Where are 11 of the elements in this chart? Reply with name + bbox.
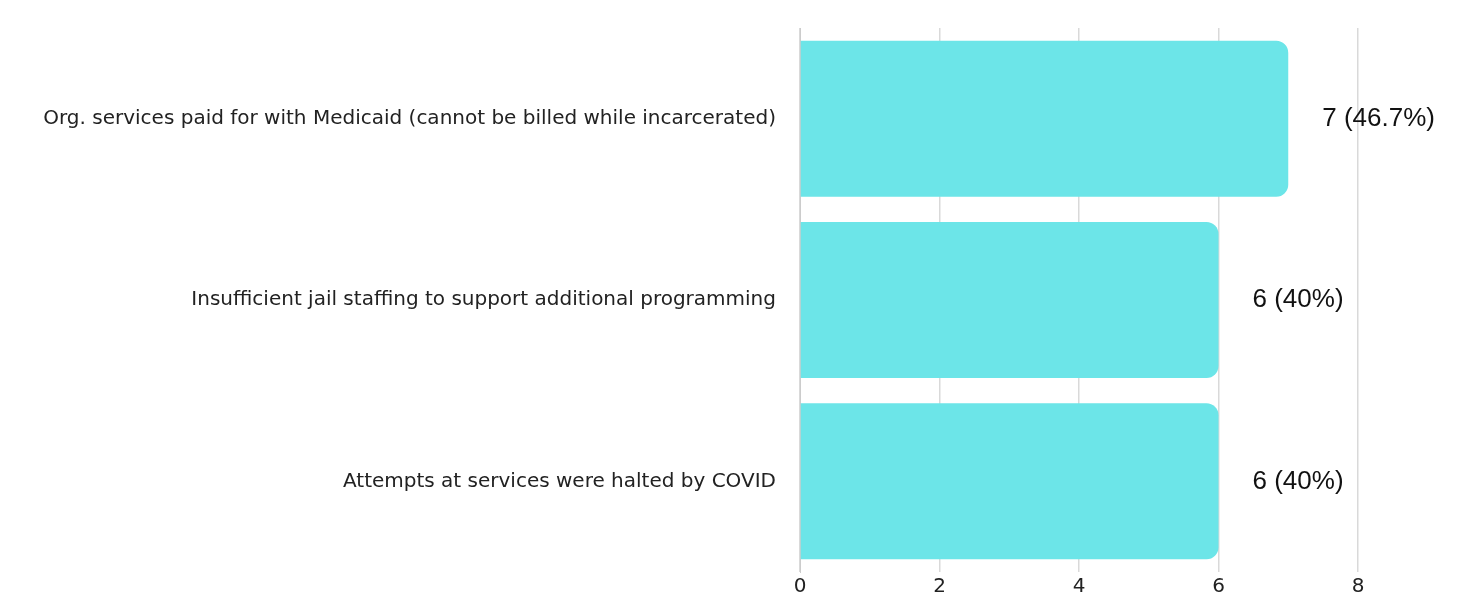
x-tick-label: 2 [933, 573, 946, 598]
data-label: 6 (40%) [1252, 464, 1344, 495]
y-tick-label: Attempts at services were halted by COVID [342, 467, 776, 492]
data-label: 6 (40%) [1252, 283, 1344, 314]
x-tick-label: 8 [1351, 573, 1365, 598]
x-tick-label: 4 [1072, 573, 1086, 598]
x-tick-label: 6 [1212, 573, 1225, 598]
y-tick-label: Insufficient jail staffing to support additional programming [191, 286, 776, 311]
x-tick-label: 0 [793, 573, 807, 598]
data-label: 7 (46.7%) [1322, 101, 1435, 132]
y-tick-label: Org. services paid for with Medicaid (cannot be billed while incarcerated) [43, 104, 776, 129]
